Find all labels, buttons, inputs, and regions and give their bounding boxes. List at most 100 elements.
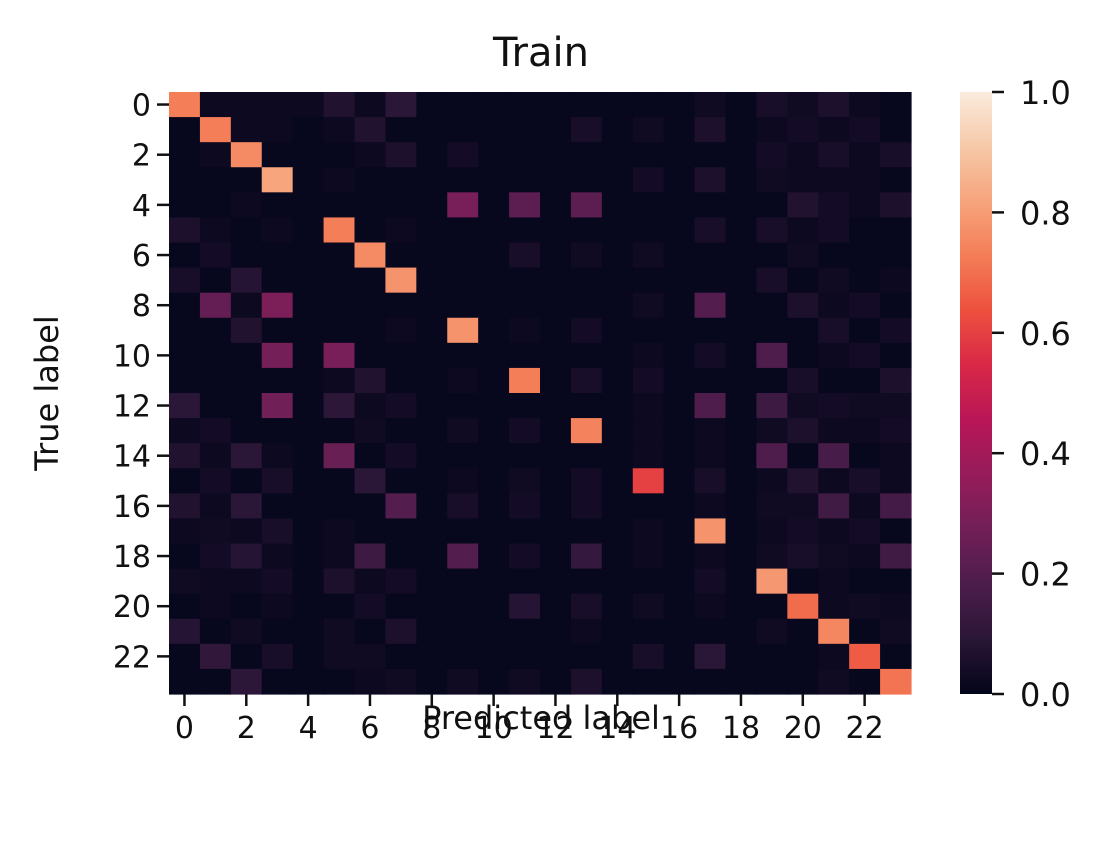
heatmap-cell: [230, 468, 263, 494]
heatmap-cell: [292, 342, 325, 369]
heatmap-cell: [354, 393, 387, 419]
heatmap-cell: [787, 167, 819, 193]
heatmap-cell: [601, 167, 634, 193]
heatmap-cell: [230, 418, 263, 444]
heatmap-cell: [416, 367, 448, 394]
heatmap-cell: [323, 618, 356, 645]
heatmap-cell: [447, 142, 479, 168]
heatmap-cell: [230, 443, 263, 469]
heatmap-cell: [199, 192, 232, 219]
heatmap-cells: [169, 92, 912, 695]
heatmap-cell: [880, 593, 912, 620]
heatmap-cell: [478, 142, 510, 168]
heatmap-cell: [509, 142, 541, 168]
heatmap-cell: [540, 568, 572, 595]
heatmap-cell: [416, 317, 448, 344]
heatmap-cell: [230, 242, 263, 269]
heatmap-cell: [880, 142, 912, 168]
heatmap-cell: [416, 568, 448, 595]
heatmap-cell: [694, 643, 727, 670]
heatmap-cell: [725, 468, 758, 494]
heatmap-cell: [663, 92, 696, 118]
heatmap-cell: [540, 643, 572, 670]
colorbar: [960, 92, 992, 694]
heatmap-cell: [292, 593, 325, 620]
heatmap-cell: [447, 443, 479, 469]
heatmap-cell: [570, 267, 603, 294]
heatmap-cell: [354, 292, 387, 319]
heatmap-cell: [601, 192, 634, 219]
heatmap-cell: [199, 643, 232, 670]
heatmap-cell: [540, 217, 572, 244]
heatmap-cell: [725, 217, 758, 244]
heatmap-cell: [632, 543, 665, 570]
heatmap-cell: [570, 568, 603, 595]
heatmap-cell: [385, 367, 417, 394]
heatmap-cell: [354, 643, 387, 670]
heatmap-cell: [199, 167, 232, 193]
heatmap-cell: [632, 568, 665, 595]
heatmap-cell: [478, 167, 510, 193]
heatmap-cell: [323, 117, 356, 143]
heatmap-cell: [694, 142, 727, 168]
heatmap-cell: [169, 367, 201, 394]
heatmap-cell: [509, 192, 541, 219]
heatmap-cell: [601, 518, 634, 545]
heatmap-cell: [447, 92, 479, 118]
heatmap-cell: [540, 342, 572, 369]
y-tick-label: 18: [113, 540, 151, 575]
heatmap-cell: [787, 242, 819, 269]
colorbar-tick-label: 0.2: [1020, 556, 1071, 594]
heatmap-cell: [818, 668, 850, 695]
heatmap-cell: [880, 543, 912, 570]
heatmap-cell: [292, 292, 325, 319]
heatmap-cell: [354, 568, 387, 595]
heatmap-cell: [756, 668, 788, 695]
heatmap-cell: [694, 92, 727, 118]
heatmap-cell: [169, 92, 201, 118]
heatmap-cell: [632, 92, 665, 118]
heatmap-cell: [540, 618, 572, 645]
heatmap-cell: [199, 242, 232, 269]
heatmap-cell: [323, 242, 356, 269]
heatmap-cell: [261, 317, 294, 344]
heatmap-cell: [880, 367, 912, 394]
heatmap-cell: [199, 317, 232, 344]
heatmap-cell: [632, 618, 665, 645]
heatmap-cell: [694, 342, 727, 369]
heatmap-cell: [849, 543, 881, 570]
heatmap-cell: [230, 292, 263, 319]
heatmap-cell: [787, 367, 819, 394]
heatmap-cell: [725, 543, 758, 570]
heatmap-cell: [199, 367, 232, 394]
heatmap-cell: [169, 668, 201, 695]
heatmap-cell: [818, 418, 850, 444]
heatmap-cell: [354, 167, 387, 193]
heatmap-cell: [787, 543, 819, 570]
heatmap-cell: [261, 468, 294, 494]
heatmap-cell: [354, 668, 387, 695]
heatmap-cell: [694, 518, 727, 545]
heatmap-cell: [292, 167, 325, 193]
heatmap-cell: [261, 117, 294, 143]
heatmap-cell: [292, 192, 325, 219]
heatmap-cell: [416, 418, 448, 444]
heatmap-cell: [663, 292, 696, 319]
heatmap-cell: [818, 192, 850, 219]
heatmap-cell: [601, 92, 634, 118]
heatmap-cell: [230, 167, 263, 193]
y-axis-label: True label: [28, 315, 66, 472]
heatmap-cell: [725, 242, 758, 269]
y-tick-label: 16: [113, 490, 151, 525]
heatmap-cell: [509, 443, 541, 469]
heatmap-cell: [694, 568, 727, 595]
heatmap-cell: [478, 92, 510, 118]
heatmap-cell: [787, 267, 819, 294]
heatmap-cell: [230, 518, 263, 545]
heatmap-cell: [416, 117, 448, 143]
heatmap-cell: [787, 443, 819, 469]
heatmap-cell: [880, 92, 912, 118]
heatmap-cell: [199, 668, 232, 695]
heatmap-cell: [416, 493, 448, 520]
heatmap-cell: [601, 342, 634, 369]
